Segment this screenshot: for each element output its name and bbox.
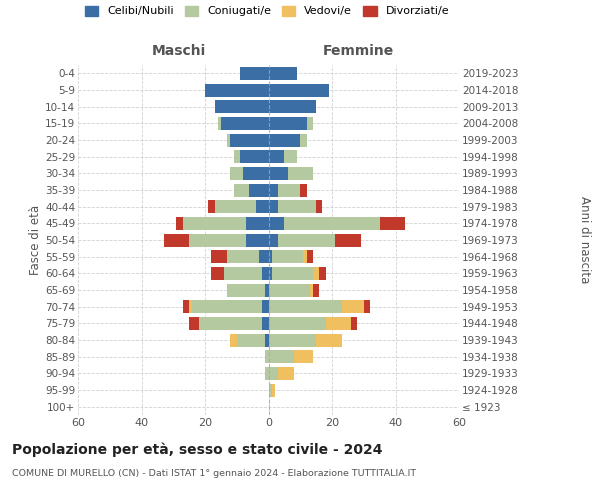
Bar xyxy=(269,267,272,280)
Bar xyxy=(269,100,316,113)
Bar xyxy=(272,250,304,263)
Bar xyxy=(243,167,269,180)
Bar xyxy=(307,117,313,130)
Bar xyxy=(262,267,269,280)
Bar xyxy=(269,217,284,230)
Bar xyxy=(256,200,269,213)
Bar xyxy=(269,300,341,313)
Bar xyxy=(218,117,221,130)
Bar xyxy=(294,350,313,363)
Bar xyxy=(233,150,240,163)
Bar xyxy=(316,200,322,213)
Bar xyxy=(176,217,183,230)
Bar xyxy=(326,317,351,330)
Bar xyxy=(189,300,193,313)
Text: Popolazione per età, sesso e stato civile - 2024: Popolazione per età, sesso e stato civil… xyxy=(12,442,383,457)
Bar xyxy=(269,200,278,213)
Bar xyxy=(269,67,297,80)
Bar xyxy=(287,167,313,180)
Bar xyxy=(269,350,294,363)
Bar xyxy=(230,167,243,180)
Bar xyxy=(269,334,316,346)
Bar xyxy=(341,300,364,313)
Bar xyxy=(307,250,313,263)
Bar xyxy=(265,334,269,346)
Bar xyxy=(380,217,405,230)
Bar xyxy=(269,150,284,163)
Bar xyxy=(269,367,278,380)
Bar xyxy=(246,217,269,230)
Bar xyxy=(335,234,361,246)
Text: Femmine: Femmine xyxy=(322,44,394,58)
Bar xyxy=(272,384,275,396)
Bar xyxy=(215,200,256,213)
Bar xyxy=(265,284,269,296)
Bar xyxy=(316,334,341,346)
Bar xyxy=(269,84,329,96)
Bar xyxy=(199,317,262,330)
Bar xyxy=(246,234,269,246)
Bar xyxy=(240,150,269,163)
Bar xyxy=(262,300,269,313)
Bar xyxy=(215,100,269,113)
Bar xyxy=(265,367,269,380)
Bar xyxy=(313,267,319,280)
Bar xyxy=(183,300,189,313)
Bar xyxy=(262,317,269,330)
Bar xyxy=(269,117,307,130)
Bar xyxy=(164,234,189,246)
Bar xyxy=(319,267,326,280)
Bar xyxy=(237,334,265,346)
Bar xyxy=(240,67,269,80)
Bar xyxy=(250,184,269,196)
Bar xyxy=(300,134,307,146)
Bar xyxy=(284,217,380,230)
Bar xyxy=(265,350,269,363)
Bar xyxy=(269,167,287,180)
Bar xyxy=(269,234,278,246)
Bar xyxy=(269,284,310,296)
Bar xyxy=(211,250,227,263)
Bar xyxy=(278,200,316,213)
Bar xyxy=(351,317,358,330)
Bar xyxy=(230,334,237,346)
Bar xyxy=(230,134,269,146)
Bar xyxy=(183,217,246,230)
Text: Maschi: Maschi xyxy=(152,44,206,58)
Bar xyxy=(364,300,370,313)
Bar xyxy=(272,267,313,280)
Bar xyxy=(224,267,262,280)
Bar xyxy=(227,250,259,263)
Text: COMUNE DI MURELLO (CN) - Dati ISTAT 1° gennaio 2024 - Elaborazione TUTTITALIA.IT: COMUNE DI MURELLO (CN) - Dati ISTAT 1° g… xyxy=(12,469,416,478)
Bar xyxy=(269,184,278,196)
Bar xyxy=(278,367,294,380)
Bar xyxy=(259,250,269,263)
Bar xyxy=(208,200,215,213)
Bar xyxy=(300,184,307,196)
Bar xyxy=(233,184,250,196)
Bar xyxy=(189,234,246,246)
Bar xyxy=(192,300,262,313)
Bar xyxy=(269,134,300,146)
Y-axis label: Fasce di età: Fasce di età xyxy=(29,205,42,275)
Bar xyxy=(221,117,269,130)
Bar xyxy=(227,134,230,146)
Legend: Celibi/Nubili, Coniugati/e, Vedovi/e, Divorziati/e: Celibi/Nubili, Coniugati/e, Vedovi/e, Di… xyxy=(85,6,449,16)
Y-axis label: Anni di nascita: Anni di nascita xyxy=(578,196,591,284)
Bar xyxy=(211,267,224,280)
Bar xyxy=(227,284,265,296)
Bar xyxy=(269,317,326,330)
Bar xyxy=(269,250,272,263)
Bar xyxy=(189,317,199,330)
Bar xyxy=(278,234,335,246)
Bar xyxy=(278,184,300,196)
Bar xyxy=(284,150,297,163)
Bar xyxy=(310,284,313,296)
Bar xyxy=(205,84,269,96)
Bar xyxy=(269,384,272,396)
Bar xyxy=(313,284,319,296)
Bar xyxy=(304,250,307,263)
